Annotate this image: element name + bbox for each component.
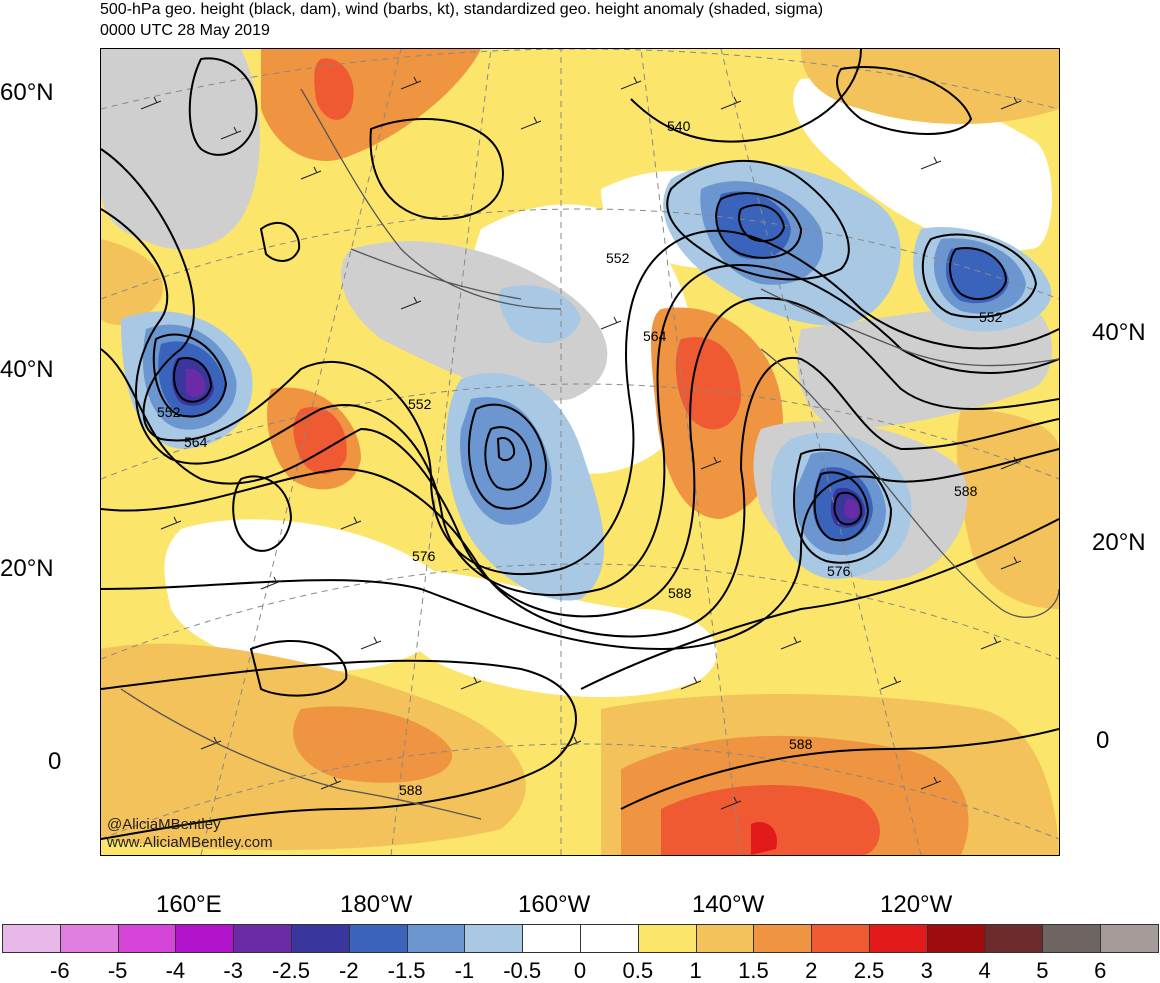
contour-label: 552 <box>979 309 1003 325</box>
contour-labels: 540 552 552 552 552 564 564 576 576 588 … <box>157 118 1003 798</box>
wind-barbs <box>140 76 1022 810</box>
lat-label: 40°N <box>0 356 54 383</box>
anomaly-fill-2p5sigma <box>661 785 880 855</box>
contour-label: 588 <box>668 585 692 601</box>
map-panel: 540 552 552 552 552 564 564 576 576 588 … <box>100 48 1060 856</box>
valid-time: 0000 UTC 28 May 2019 <box>100 22 270 39</box>
lat-label: 0 <box>1096 727 1110 754</box>
anomaly-fill-neutral <box>393 569 718 698</box>
anomaly-fill-2p5sigma <box>314 58 354 120</box>
anomaly-fill-1p5sigma <box>956 409 1059 609</box>
colorbar-label: -1 <box>454 958 475 983</box>
colorbar-swatch <box>406 924 466 953</box>
contour-label: 564 <box>643 328 667 344</box>
colorbar-label: 0.5 <box>622 958 654 983</box>
lat-label: 40°N <box>1092 319 1146 346</box>
anomaly-fill-neutral <box>164 519 454 671</box>
colorbar-label: -2.5 <box>272 958 310 983</box>
colorbar-swatch <box>1042 924 1102 953</box>
height-contours <box>101 49 1059 840</box>
colorbar-swatch <box>233 924 292 953</box>
colorbar-label: -0.5 <box>503 958 542 983</box>
colorbar-swatch <box>522 924 581 953</box>
colorbar-label: -5 <box>107 958 128 983</box>
colorbar-label: -6 <box>50 958 70 983</box>
anomaly-colorbar <box>2 924 1159 953</box>
colorbar-label: -3 <box>223 958 243 983</box>
colorbar-swatch <box>637 924 697 953</box>
lon-label: 160°W <box>518 891 591 918</box>
lon-label: 140°W <box>692 891 765 918</box>
lon-label: 180°W <box>340 891 413 918</box>
colorbar-swatch <box>175 924 235 953</box>
anomaly-fill-3sigma <box>751 821 777 855</box>
anomaly-fill-neg2p5 <box>844 498 859 519</box>
colorbar-label: 1 <box>689 958 702 983</box>
colorbar-swatch <box>580 924 639 953</box>
credit-handle: @AliciaMBentley <box>107 816 221 833</box>
anomaly-fill-1p5sigma <box>101 239 163 325</box>
map-title: 500-hPa geo. height (black, dam), wind (… <box>100 1 824 18</box>
contour-label: 588 <box>399 782 423 798</box>
lat-label: 20°N <box>0 555 54 582</box>
contour-label: 588 <box>954 483 978 499</box>
anomaly-fill-2sigma <box>293 706 453 783</box>
colorbar-swatch <box>753 924 813 953</box>
colorbar-label: -2 <box>339 958 359 983</box>
anomaly-fill-high <box>797 306 1052 429</box>
contour-label: 540 <box>667 118 691 134</box>
colorbar-swatch <box>59 924 119 953</box>
graticule <box>101 49 1059 855</box>
colorbar-label: 4 <box>978 958 991 983</box>
colorbar-swatch <box>348 924 408 953</box>
colorbar-swatch <box>869 924 928 953</box>
colorbar-label: 1.5 <box>738 958 769 983</box>
colorbar-label: 6 <box>1094 958 1107 983</box>
contour-label: 576 <box>827 563 851 579</box>
colorbar-label: 5 <box>1036 958 1049 983</box>
anomaly-fill-2p5sigma <box>675 337 741 430</box>
credit-website: www.AliciaMBentley.com <box>107 834 273 851</box>
colorbar-swatch <box>984 924 1044 953</box>
colorbar-label: 2 <box>805 958 818 983</box>
lat-label: 20°N <box>1092 529 1146 556</box>
anomaly-fill-high <box>341 241 608 401</box>
contour-label: 552 <box>408 396 432 412</box>
colorbar-swatch <box>695 924 755 953</box>
contour-label: 552 <box>606 250 630 266</box>
colorbar-swatch <box>117 924 177 953</box>
contour-label: 576 <box>412 548 436 564</box>
lon-label: 120°W <box>880 891 953 918</box>
lat-label: 0 <box>48 748 62 775</box>
colorbar-swatch <box>811 924 870 953</box>
colorbar-swatch <box>926 924 986 953</box>
colorbar-swatch <box>464 924 524 953</box>
lon-label: 160°E <box>156 891 222 918</box>
colorbar-label: 0 <box>573 958 587 983</box>
anomaly-fill-neg1p5 <box>945 248 1009 304</box>
colorbar-label: 3 <box>920 958 933 983</box>
anomaly-fill-high <box>101 49 260 250</box>
colorbar-swatch <box>1100 924 1159 953</box>
colorbar-label: 2.5 <box>853 958 885 983</box>
contour-label: 564 <box>184 434 208 450</box>
lat-label: 60°N <box>0 79 54 106</box>
contour-label: 552 <box>157 404 181 420</box>
anomaly-fill-neg2p5 <box>186 368 206 398</box>
coastlines <box>120 88 1059 820</box>
colorbar-swatch <box>291 924 350 953</box>
anomaly-fill-2p5sigma <box>293 407 347 474</box>
anomaly-map: 540 552 552 552 552 564 564 576 576 588 … <box>101 49 1059 855</box>
contour-label: 588 <box>789 736 813 752</box>
colorbar-label: -1.5 <box>387 958 426 983</box>
colorbar-label: -4 <box>165 958 186 983</box>
colorbar-swatch <box>2 924 61 953</box>
